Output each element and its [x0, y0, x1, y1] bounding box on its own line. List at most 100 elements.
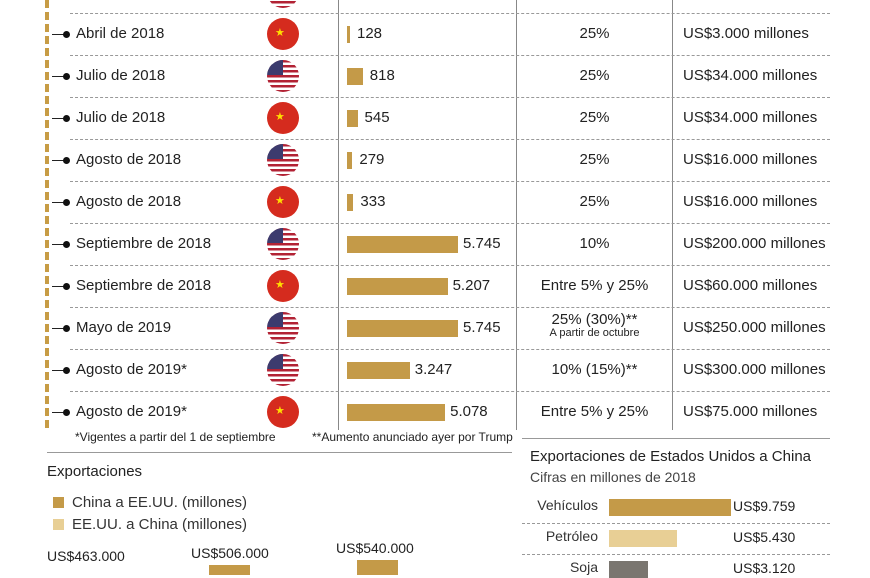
row-divider [70, 55, 830, 56]
tariff-rate: 25% [517, 151, 672, 168]
value-label: 545 [364, 109, 390, 126]
tariff-rate: 25% (30%)** A partir de octubre [517, 311, 672, 339]
timeline-dot [63, 283, 70, 290]
date-label: Agosto de 2019* [76, 361, 187, 378]
timeline-dot [63, 325, 70, 332]
china-flag-icon: ★ [267, 396, 299, 428]
us-flag-icon [267, 0, 299, 8]
row-divider [70, 13, 830, 14]
legend-label: EE.UU. a China (millones) [72, 516, 248, 533]
table-row: Septiembre de 2018 ★ 5.207 Entre 5% y 25% US… [0, 265, 870, 307]
exports-title: Exportaciones [47, 463, 143, 480]
row-divider [70, 265, 830, 266]
category-label: Vehículos [537, 497, 598, 513]
amount-label: US$75.000 millones [683, 403, 818, 420]
table-row: Agosto de 2018 279 25% US$16.000 millones [0, 139, 870, 181]
category-label: Petróleo [545, 528, 598, 544]
us-flag-icon [267, 354, 299, 386]
rate-text: Entre 5% y 25% [540, 277, 649, 294]
value-label: 333 [360, 193, 386, 210]
rate-text: Entre 5% y 25% [540, 403, 649, 420]
tariff-bar [347, 320, 458, 337]
china-flag-icon: ★ [267, 270, 299, 302]
rate-text: 25% (30%)** [551, 311, 638, 328]
amount-label: US$3.000 millones [683, 25, 809, 42]
row-divider [70, 139, 830, 140]
date-label: Julio de 2018 [76, 109, 166, 126]
value-label: 818 [369, 67, 395, 84]
us-flag-icon [267, 228, 299, 260]
tariff-bar [347, 362, 410, 379]
amount-label: US$16.000 millones [683, 193, 818, 210]
row-divider [70, 223, 830, 224]
amount-label: US$34.000 millones [683, 67, 818, 84]
timeline-dot [63, 157, 70, 164]
amount-label: US$250.000 millones [683, 319, 826, 336]
rate-text: 25% [579, 25, 610, 42]
date-label: Agosto de 2018 [76, 151, 182, 168]
rate-text: 10% [579, 235, 610, 252]
table-row: Agosto de 2018 ★ 333 25% US$16.000 millones [0, 181, 870, 223]
china-flag-icon: ★ [267, 186, 299, 218]
value-label: US$540.000 [336, 540, 414, 556]
category-label: Soja [569, 559, 598, 575]
amount-label: US$300.000 millones [683, 361, 826, 378]
us-export-bar [609, 499, 731, 516]
legend-label: China a EE.UU. (millones) [72, 494, 248, 511]
table-row: Abril de 2018 ★ 128 25% US$3.000 millones [0, 13, 870, 55]
timeline-tick [52, 328, 64, 329]
table-row: Mayo de 2019 5.745 25% (30%)** A partir de … [0, 307, 870, 349]
tariff-rate: 10% [517, 235, 672, 252]
china-flag-icon: ★ [267, 18, 299, 50]
china-flag-icon: ★ [267, 102, 299, 134]
timeline-dot [63, 199, 70, 206]
value-label: US$463.000 [47, 548, 125, 564]
value-label: 3.247 [414, 361, 453, 378]
date-label: Julio de 2018 [76, 67, 166, 84]
tariff-rate: 25% [517, 109, 672, 126]
row-divider [70, 97, 830, 98]
rate-text: 10% (15%)** [551, 361, 638, 378]
table-row: Julio de 2018 818 25% US$34.000 millones [0, 55, 870, 97]
us-export-bar [609, 530, 677, 547]
timeline-dot [63, 367, 70, 374]
timeline-tick [52, 160, 64, 161]
divider [522, 438, 830, 439]
us-flag-icon [267, 60, 299, 92]
timeline-line [45, 0, 49, 428]
tariff-rate: Entre 5% y 25% [517, 403, 672, 420]
value-label: 5.745 [463, 235, 501, 252]
footnote-2: **Aumento anunciado ayer por Trump [312, 430, 513, 444]
export-bar [209, 565, 250, 575]
tariff-bar [347, 152, 353, 169]
divider [47, 452, 512, 453]
us-exports-subtitle: Cifras en millones de 2018 [530, 469, 696, 485]
table-row: Agosto de 2019* 3.247 10% (15%)** US$300.00… [0, 349, 870, 391]
table-row [0, 0, 870, 13]
tariff-rate: 25% [517, 67, 672, 84]
value-label: US$9.759 [733, 498, 796, 514]
date-label: Agosto de 2018 [76, 193, 182, 210]
tariff-bar [347, 278, 448, 295]
rate-text: 25% [579, 193, 610, 210]
date-label: Mayo de 2019 [76, 319, 172, 336]
timeline-dot [63, 115, 70, 122]
legend-swatch [53, 519, 64, 530]
value-label: US$506.000 [191, 545, 269, 561]
timeline-tick [52, 286, 64, 287]
tariff-rate: 10% (15%)** [517, 361, 672, 378]
timeline-dot [63, 409, 70, 416]
table-row: Julio de 2018 ★ 545 25% US$34.000 millones [0, 97, 870, 139]
tariff-bar [347, 26, 350, 43]
timeline-tick [52, 370, 64, 371]
amount-label: US$16.000 millones [683, 151, 818, 168]
date-label: Abril de 2018 [76, 25, 165, 42]
date-label: Septiembre de 2018 [76, 235, 212, 252]
rate-text: 25% [579, 109, 610, 126]
value-label: US$3.120 [733, 560, 796, 576]
tariff-bar [347, 110, 358, 127]
timeline-dot [63, 241, 70, 248]
export-bar [357, 560, 398, 575]
timeline-dot [63, 31, 70, 38]
column-divider [672, 0, 673, 430]
